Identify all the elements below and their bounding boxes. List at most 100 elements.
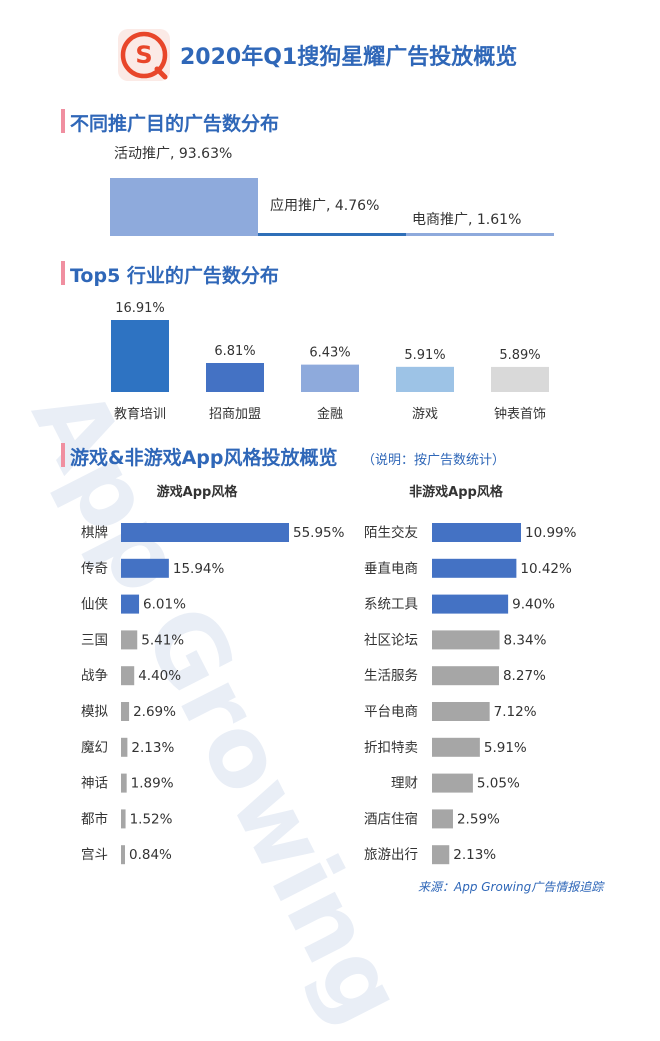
purpose-chart: 活动推广, 93.63% 应用推广, 4.76% 电商推广, 1.61% xyxy=(110,146,554,236)
row-bar xyxy=(121,809,126,829)
row-label: 宫斗 xyxy=(81,847,108,863)
row-label: 棋牌 xyxy=(81,524,108,541)
bar-2 xyxy=(258,233,406,236)
bar-1 xyxy=(111,320,169,392)
row-label: 理财 xyxy=(391,776,418,792)
chart-title-1: 游戏App风格 xyxy=(157,484,239,500)
bar-label-3: 电商推广, 1.61% xyxy=(412,212,521,228)
industry-chart: 16.91% 教育培训 6.81% 招商加盟 6.43% 金融 5.91% 游戏 5.89% 钟表… xyxy=(111,301,549,422)
logo-tail xyxy=(154,66,168,80)
row-value: 10.42% xyxy=(520,561,572,577)
row-label: 三国 xyxy=(81,632,108,648)
row-label: 模拟 xyxy=(81,704,108,720)
bar-2 xyxy=(206,363,264,392)
section-marker xyxy=(61,261,65,285)
row-bar xyxy=(432,702,490,721)
row-value: 7.12% xyxy=(494,704,537,720)
row-label: 社区论坛 xyxy=(364,632,418,648)
row-label: 系统工具 xyxy=(364,597,418,613)
category-label-5: 钟表首饰 xyxy=(494,406,546,422)
row-value: 1.89% xyxy=(131,776,174,792)
section-marker xyxy=(61,443,65,467)
row-label: 仙侠 xyxy=(81,597,108,613)
category-label-2: 招商加盟 xyxy=(209,407,261,422)
row-label: 陌生交友 xyxy=(364,524,418,541)
row-bar xyxy=(432,666,499,686)
row-value: 2.13% xyxy=(453,847,496,863)
row-bar xyxy=(121,558,169,578)
section3-note: （说明：按广告数统计） xyxy=(362,453,506,468)
row-label: 魔幻 xyxy=(81,740,108,756)
row-bar xyxy=(432,558,517,578)
row-bar xyxy=(432,594,509,614)
category-label-4: 游戏 xyxy=(412,407,438,422)
row-value: 5.05% xyxy=(477,776,520,792)
row-label: 平台电商 xyxy=(364,704,418,720)
row-value: 2.69% xyxy=(133,704,176,720)
page-title: 2020年Q1搜狗星耀广告投放概览 xyxy=(180,45,518,70)
sogou-logo-icon: S xyxy=(118,29,170,81)
row-bar xyxy=(432,630,500,650)
row-value: 55.95% xyxy=(293,525,345,541)
row-value: 2.59% xyxy=(457,811,500,827)
row-value: 4.40% xyxy=(138,668,181,684)
row-bar xyxy=(432,523,521,542)
row-bar xyxy=(121,702,130,721)
value-label-2: 6.81% xyxy=(214,344,255,359)
page: S 2020年Q1搜狗星耀广告投放概览 不同推广目的广告数分布 活动推广, 93… xyxy=(61,29,604,894)
row-label: 神话 xyxy=(81,776,108,792)
row-value: 15.94% xyxy=(173,561,225,577)
value-label-3: 6.43% xyxy=(309,346,350,361)
logo-letter: S xyxy=(135,41,152,69)
bar-3 xyxy=(301,364,359,392)
row-value: 0.84% xyxy=(129,847,172,863)
chart-title-2: 非游戏App风格 xyxy=(409,484,504,500)
bar-label-2: 应用推广, 4.76% xyxy=(270,197,379,214)
row-bar xyxy=(121,594,140,614)
row-bar xyxy=(121,773,127,793)
row-bar xyxy=(121,666,135,686)
value-label-1: 16.91% xyxy=(115,301,165,316)
row-label: 传奇 xyxy=(81,560,108,577)
row-value: 1.52% xyxy=(130,811,173,827)
row-bar xyxy=(121,630,138,650)
bar-4 xyxy=(396,366,454,392)
row-label: 折扣特卖 xyxy=(364,740,418,756)
row-bar xyxy=(121,737,128,757)
row-bar xyxy=(432,845,450,865)
row-value: 5.41% xyxy=(141,632,184,648)
section3-title: 游戏&非游戏App风格投放概览 xyxy=(70,447,338,469)
value-label-4: 5.91% xyxy=(404,348,445,363)
bar-1 xyxy=(110,178,258,236)
row-label: 都市 xyxy=(81,810,108,827)
section1-title: 不同推广目的广告数分布 xyxy=(70,113,280,135)
bar-label-1: 活动推广, 93.63% xyxy=(114,146,232,162)
row-bar xyxy=(121,523,289,542)
row-label: 战争 xyxy=(81,668,108,684)
row-value: 6.01% xyxy=(143,597,186,613)
row-value: 10.99% xyxy=(525,525,577,541)
value-label-5: 5.89% xyxy=(499,348,540,363)
row-value: 8.27% xyxy=(503,668,546,684)
category-label-3: 金融 xyxy=(317,406,343,422)
bar-3 xyxy=(406,233,554,236)
section2-title: Top5 行业的广告数分布 xyxy=(70,265,279,287)
row-value: 8.34% xyxy=(504,632,547,648)
logo-ring xyxy=(120,31,168,79)
row-label: 旅游出行 xyxy=(364,847,418,863)
row-bar xyxy=(121,845,125,865)
section-marker xyxy=(61,109,65,133)
row-value: 5.91% xyxy=(484,740,527,756)
row-bar xyxy=(432,737,480,757)
row-value: 9.40% xyxy=(512,597,555,613)
row-label: 垂直电商 xyxy=(364,561,418,577)
source-note: 来源：App Growing广告情报追踪 xyxy=(418,880,604,894)
row-bar xyxy=(432,773,473,793)
row-label: 生活服务 xyxy=(364,668,418,684)
bar-5 xyxy=(491,366,549,392)
row-bar xyxy=(432,809,453,829)
category-label-1: 教育培训 xyxy=(114,406,166,422)
row-label: 酒店住宿 xyxy=(364,810,418,827)
row-value: 2.13% xyxy=(131,740,174,756)
